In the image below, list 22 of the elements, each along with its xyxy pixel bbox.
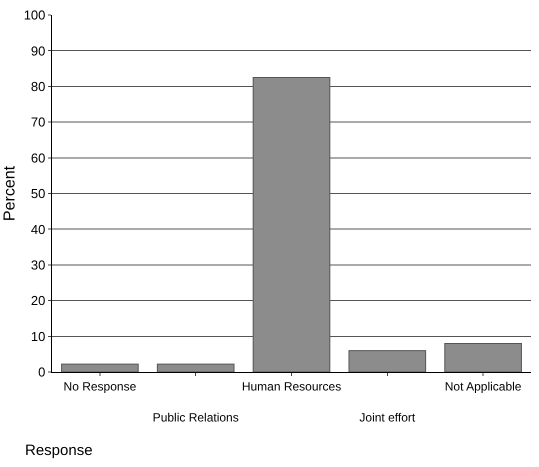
y-tick-label: 0 (38, 364, 46, 380)
y-tick-label: 30 (30, 257, 46, 272)
x-tick-label: Not Applicable (444, 379, 522, 394)
y-tick-label: 80 (30, 78, 46, 94)
y-tick-label: 20 (30, 293, 46, 308)
y-tick-label: 40 (30, 222, 46, 237)
y-tick-label: 60 (30, 150, 46, 166)
x-tick-label: Joint effort (359, 410, 416, 425)
bar (61, 364, 139, 372)
y-axis-title: Percent (2, 165, 19, 222)
x-tick-label: Human Resources (242, 379, 342, 394)
y-tick-label: 90 (30, 43, 46, 58)
y-tick-label: 70 (30, 114, 46, 130)
bar (156, 364, 235, 372)
y-tick-label: 10 (30, 328, 46, 344)
x-tick-label: Public Relations (152, 410, 239, 425)
bar (444, 342, 522, 372)
x-axis-title: Response (25, 442, 93, 459)
y-tick-label: 50 (30, 186, 46, 202)
bar (348, 350, 426, 372)
x-tick-label: No Response (64, 379, 137, 394)
y-tick-label: 100 (24, 8, 46, 23)
